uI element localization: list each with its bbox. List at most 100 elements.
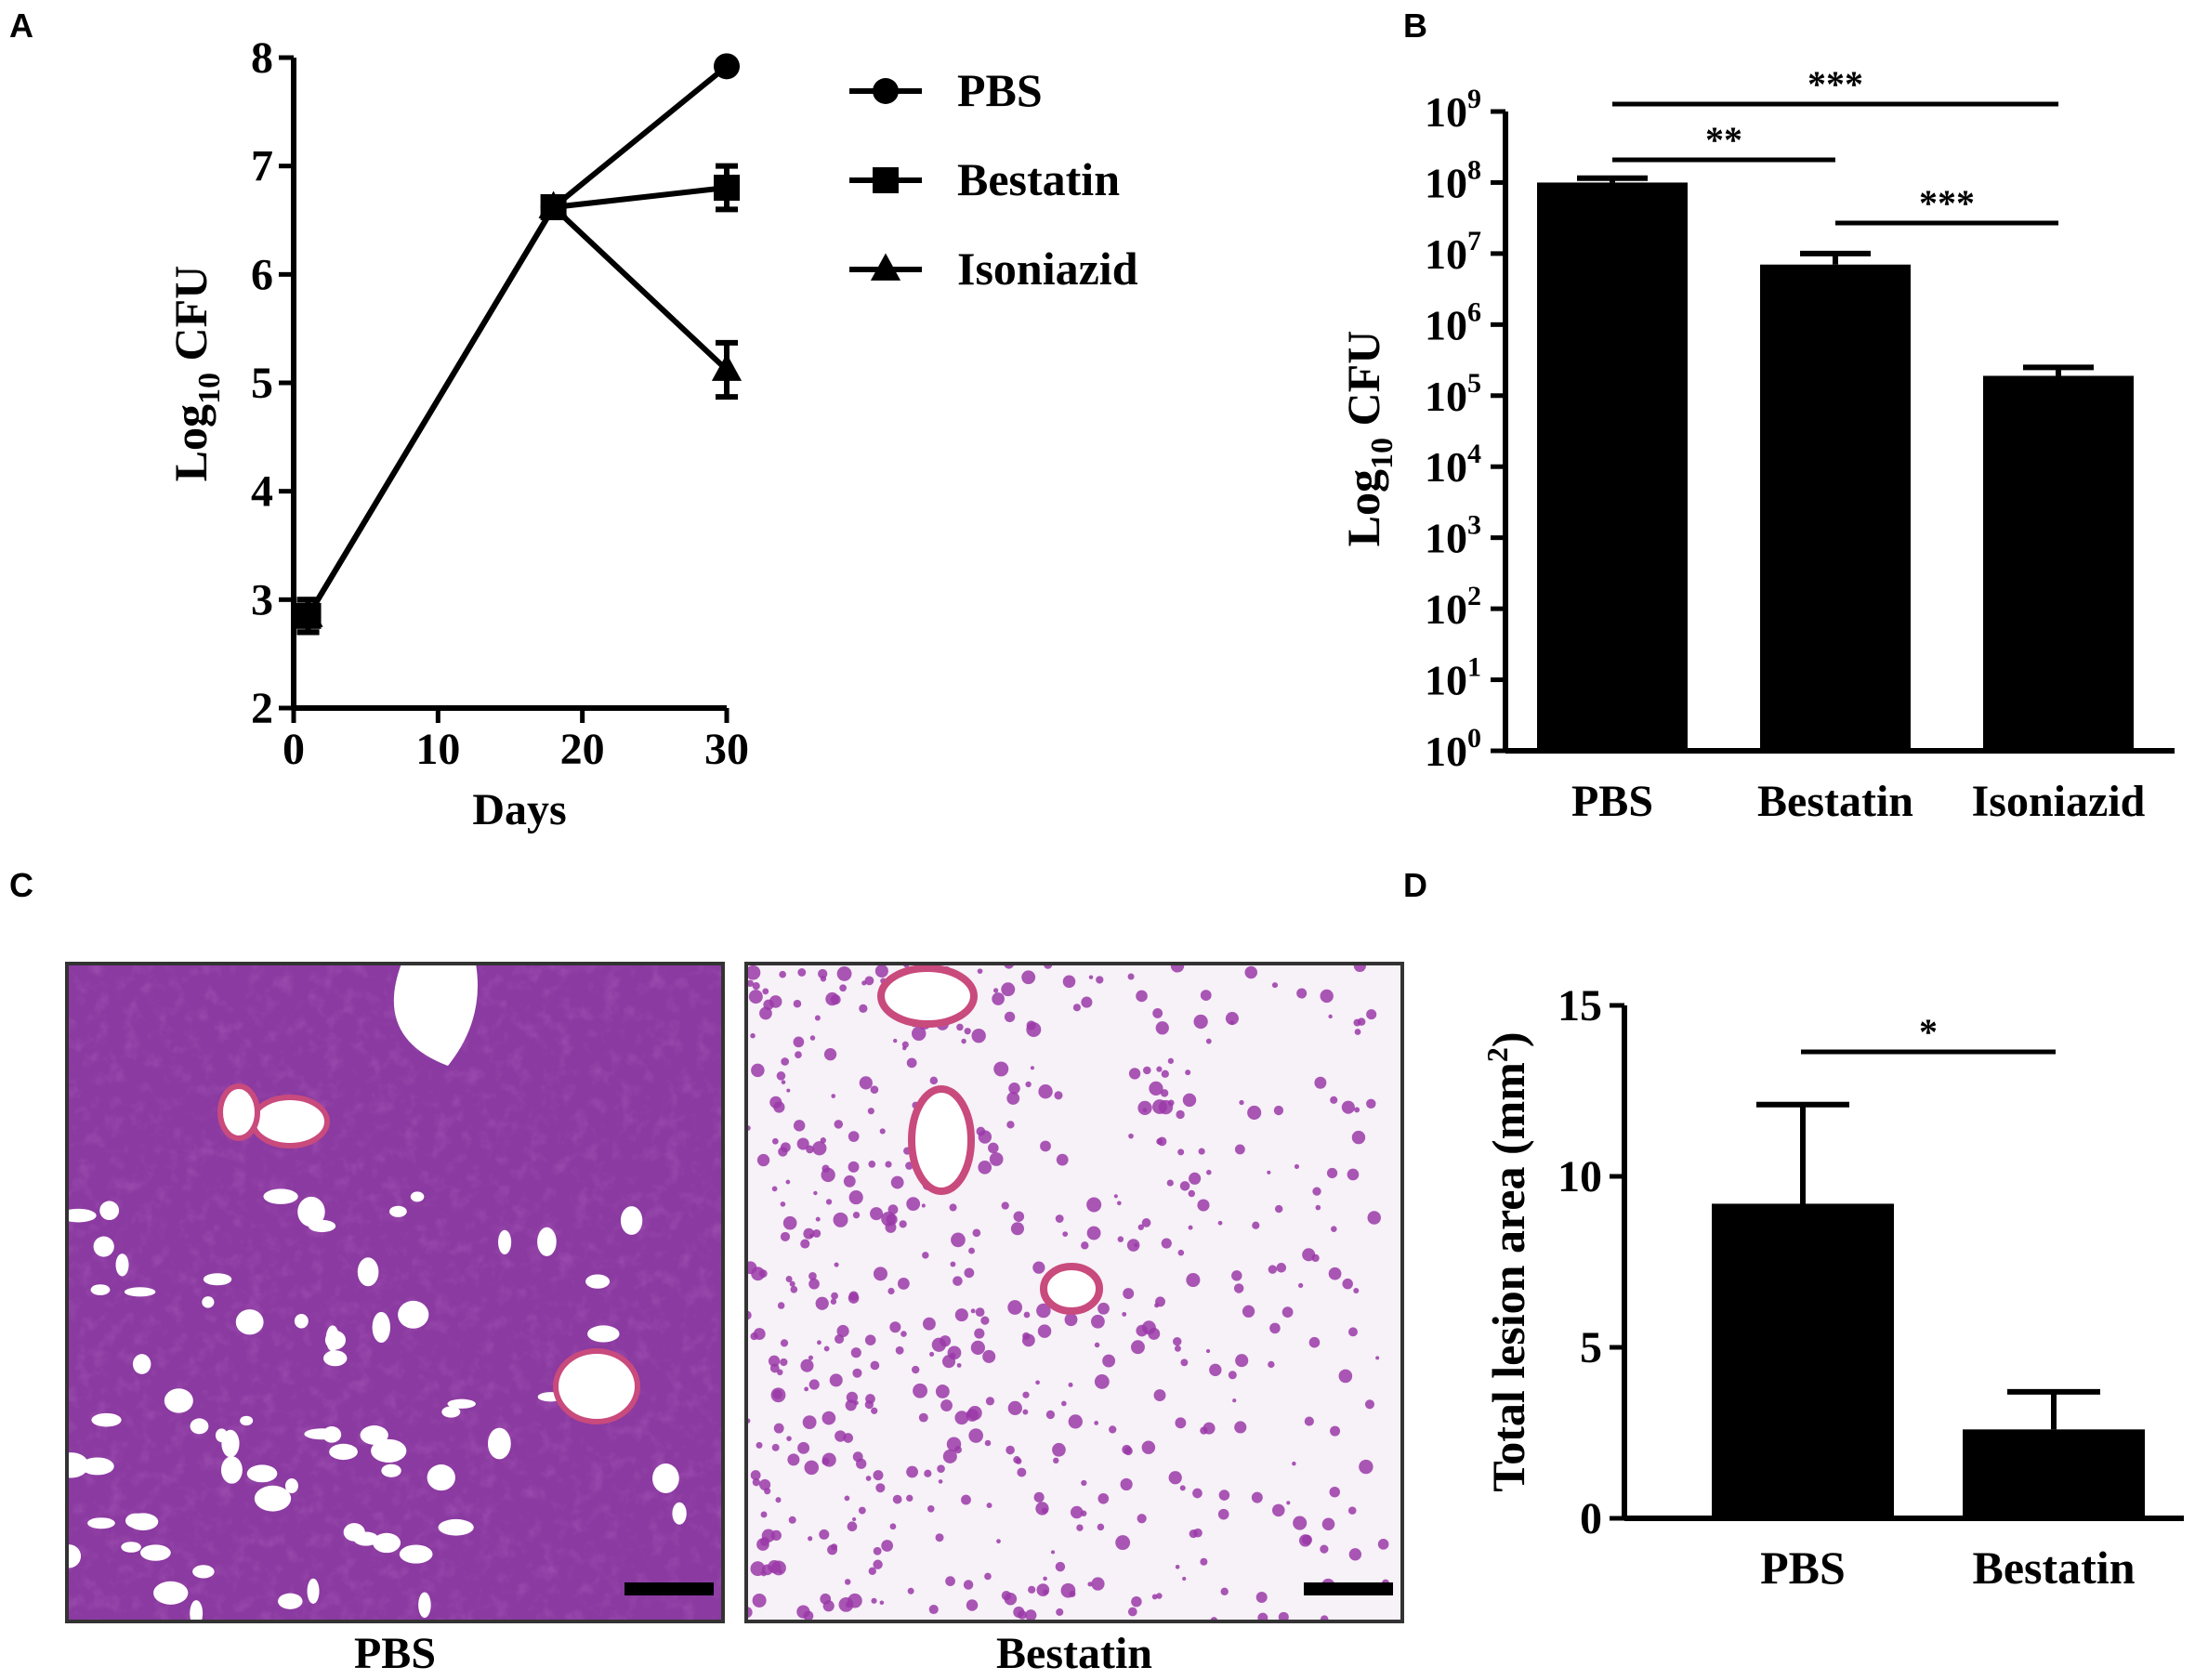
cell — [1239, 1099, 1244, 1106]
cell — [1282, 1306, 1294, 1319]
bar-bestatin — [1760, 264, 1911, 751]
cell — [1115, 1535, 1131, 1551]
y-tick-label: 5 — [251, 359, 273, 408]
cell — [1286, 1501, 1291, 1505]
image-frame — [744, 962, 1404, 1623]
alveolus — [121, 1542, 141, 1553]
alveolus — [427, 1464, 455, 1491]
cell — [1056, 1153, 1069, 1166]
series-line — [305, 185, 728, 618]
cell — [873, 1546, 882, 1555]
cell — [1087, 1582, 1093, 1587]
cell — [781, 1057, 790, 1066]
cell — [1098, 1492, 1110, 1504]
cell — [1347, 1168, 1360, 1181]
panel-letter-c: C — [9, 866, 33, 904]
cell — [793, 999, 802, 1008]
cell — [819, 1529, 830, 1540]
alveolus — [308, 1219, 336, 1233]
cell — [956, 1362, 962, 1368]
cell — [1054, 1091, 1063, 1100]
cell — [1228, 1371, 1237, 1380]
cell — [1177, 1249, 1185, 1256]
cell — [906, 1465, 918, 1478]
cell — [1276, 1263, 1287, 1273]
y-tick-label: 15 — [1558, 981, 1602, 1030]
y-tick-label: 108 — [1425, 154, 1481, 206]
cell — [1364, 1399, 1374, 1410]
bar-isoniazid — [1983, 375, 2134, 751]
legend-marker — [870, 253, 901, 281]
cell — [1143, 1066, 1151, 1075]
cell — [1198, 1148, 1205, 1155]
significance-bar-label: *** — [1807, 63, 1863, 105]
series-isoniazid — [293, 190, 743, 636]
cell — [935, 1533, 944, 1542]
alveolus — [124, 1287, 156, 1297]
cell — [778, 1569, 782, 1574]
cell — [1001, 1590, 1011, 1601]
cell — [918, 1412, 928, 1423]
cell — [1298, 1534, 1312, 1547]
cell — [1127, 973, 1135, 980]
cell — [1152, 1099, 1167, 1115]
cell — [833, 1212, 848, 1227]
cell — [773, 1423, 784, 1434]
cell — [1137, 1100, 1152, 1116]
cell — [1043, 1576, 1047, 1582]
y-tick-label: 2 — [251, 684, 273, 733]
cell — [1091, 1314, 1105, 1329]
alveolus — [93, 1236, 114, 1257]
cell — [1036, 1303, 1051, 1319]
cell — [1050, 1550, 1056, 1555]
cell — [1234, 1144, 1245, 1155]
cell — [1127, 1607, 1137, 1617]
cell — [1273, 1105, 1284, 1116]
cell — [1128, 1133, 1134, 1139]
bar-pbs — [1712, 1203, 1894, 1518]
chart-b-bar-log: 100 101 102 103 104 105 106 107 108 109 Log10 CFU P… — [1337, 63, 2175, 826]
cell — [1094, 1342, 1100, 1348]
alveolus — [371, 1438, 407, 1463]
cell — [1247, 1105, 1262, 1121]
cell — [756, 1441, 763, 1449]
cell — [1120, 1477, 1133, 1491]
cell — [885, 1161, 892, 1168]
cell — [1252, 1221, 1260, 1229]
x-tick-label: Bestatin — [1757, 777, 1913, 826]
cell — [861, 980, 867, 986]
cell — [789, 1280, 795, 1287]
alveolus — [620, 1206, 643, 1235]
cell — [1068, 1382, 1073, 1387]
cell — [797, 968, 807, 977]
cell — [1217, 1508, 1229, 1520]
cell — [1278, 1611, 1289, 1621]
cell — [1328, 1014, 1333, 1019]
cell — [954, 1411, 969, 1425]
cell — [1007, 1300, 1023, 1315]
data-point — [538, 190, 569, 218]
alveolus — [284, 1478, 298, 1494]
cell — [974, 1328, 985, 1339]
cell — [1180, 1358, 1189, 1367]
cell — [785, 1179, 791, 1185]
cell — [940, 1399, 953, 1411]
cell — [1330, 1425, 1341, 1437]
cell — [970, 1308, 976, 1314]
cell — [1141, 1440, 1156, 1454]
alveolus — [399, 1544, 433, 1564]
cell — [806, 1145, 814, 1154]
cell — [867, 1108, 874, 1115]
cell — [843, 1175, 856, 1188]
cell — [769, 1363, 780, 1373]
cell — [982, 1349, 996, 1363]
cell — [793, 1036, 805, 1048]
vessel — [877, 965, 978, 1028]
cell — [1149, 1081, 1163, 1096]
cell — [985, 1397, 995, 1406]
alveolus — [353, 1531, 379, 1546]
cell — [859, 1076, 873, 1090]
cell — [1096, 976, 1104, 984]
cell — [1086, 1226, 1101, 1240]
cell — [815, 1216, 821, 1222]
